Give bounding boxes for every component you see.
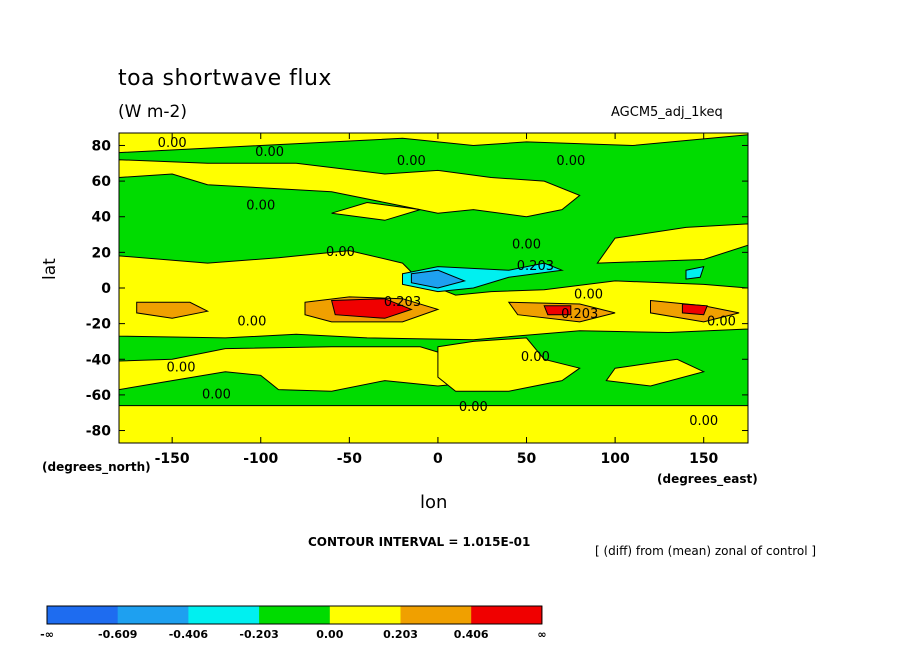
contour-label: 0.00: [521, 350, 550, 365]
colorbar-label: 0.406: [454, 628, 489, 641]
x-tick-label: 50: [517, 451, 537, 467]
contour-region-12: [136, 301, 210, 319]
x-tick-label: -100: [243, 451, 278, 467]
comparison-note: [ (diff) from (mean) zonal of control ]: [595, 544, 817, 558]
contour-region-18: [410, 269, 467, 289]
contour-label: 0.00: [326, 245, 355, 260]
contour-label: 0.00: [158, 136, 187, 151]
colorbar-label: ∞: [537, 628, 546, 641]
contour-label: 0.203: [384, 295, 421, 310]
x-tick-label: 150: [689, 451, 718, 467]
contour-region-8: [119, 133, 748, 154]
contour-label: 0.00: [574, 288, 603, 303]
contour-region-6: [331, 201, 421, 221]
colorbar-swatch: [259, 606, 331, 624]
x-axis-unit: (degrees_east): [657, 472, 758, 486]
colorbar-label: -∞: [40, 628, 54, 641]
contour-region-13: [330, 298, 413, 319]
y-tick-label: -20: [86, 317, 112, 333]
colorbar-swatch: [471, 606, 543, 624]
model-name: AGCM5_adj_1keq: [611, 105, 723, 120]
y-tick-label: -40: [86, 352, 112, 368]
contour-label: 0.00: [556, 154, 585, 169]
contour-region-2: [437, 337, 581, 392]
y-tick-label: -60: [86, 388, 112, 404]
contour-label: 0.00: [202, 387, 231, 402]
contour-region-17: [685, 265, 705, 280]
contour-label: 0.00: [255, 145, 284, 160]
colorbar-label: -0.609: [98, 628, 137, 641]
contour-region-15: [681, 303, 708, 316]
x-tick-label: 0: [433, 451, 443, 467]
colorbar-label: 0.00: [316, 628, 343, 641]
y-tick-label: 80: [92, 138, 112, 154]
x-tick-label: -150: [155, 451, 190, 467]
contour-label: 0.00: [237, 314, 266, 329]
chart-units: (W m-2): [118, 102, 187, 122]
contour-label: 0.00: [246, 199, 275, 214]
contour-label: 0.00: [512, 238, 541, 253]
colorbar-label: 0.203: [383, 628, 418, 641]
contour-region-7: [596, 223, 748, 264]
contour-region-3: [605, 358, 706, 387]
contour-region-0: [119, 405, 748, 443]
y-axis-unit: (degrees_north): [42, 460, 151, 474]
contour-label: 0.00: [397, 154, 426, 169]
colorbar-label: -0.406: [169, 628, 209, 641]
contour-label: 0.203: [561, 307, 598, 322]
colorbar-swatch: [329, 606, 401, 624]
y-tick-label: 20: [92, 245, 112, 261]
contour-region-14: [543, 305, 572, 316]
colorbar-swatch: [47, 606, 119, 624]
contour-label: 0.00: [167, 361, 196, 376]
contour-label: 0.00: [459, 400, 488, 415]
y-tick-label: 60: [92, 174, 112, 190]
contour-label: 0.00: [689, 414, 718, 429]
x-tick-label: 100: [600, 451, 629, 467]
y-tick-label: -80: [86, 424, 112, 440]
y-tick-label: 40: [92, 210, 112, 226]
colorbar-label: -0.203: [239, 628, 278, 641]
colorbar-swatch: [117, 606, 189, 624]
contour-region-5: [119, 159, 581, 218]
contour-label: 0.00: [707, 314, 736, 329]
colorbar-swatch: [188, 606, 260, 624]
y-tick-label: 0: [101, 281, 111, 297]
contour-label: 0.203: [517, 259, 554, 274]
colorbar-swatch: [400, 606, 472, 624]
chart-title: toa shortwave flux: [118, 66, 332, 91]
x-tick-label: -50: [337, 451, 363, 467]
contour-interval: CONTOUR INTERVAL = 1.015E-01: [308, 535, 531, 549]
colorbar-frame: [46, 605, 543, 625]
x-axis-label: lon: [420, 492, 448, 513]
